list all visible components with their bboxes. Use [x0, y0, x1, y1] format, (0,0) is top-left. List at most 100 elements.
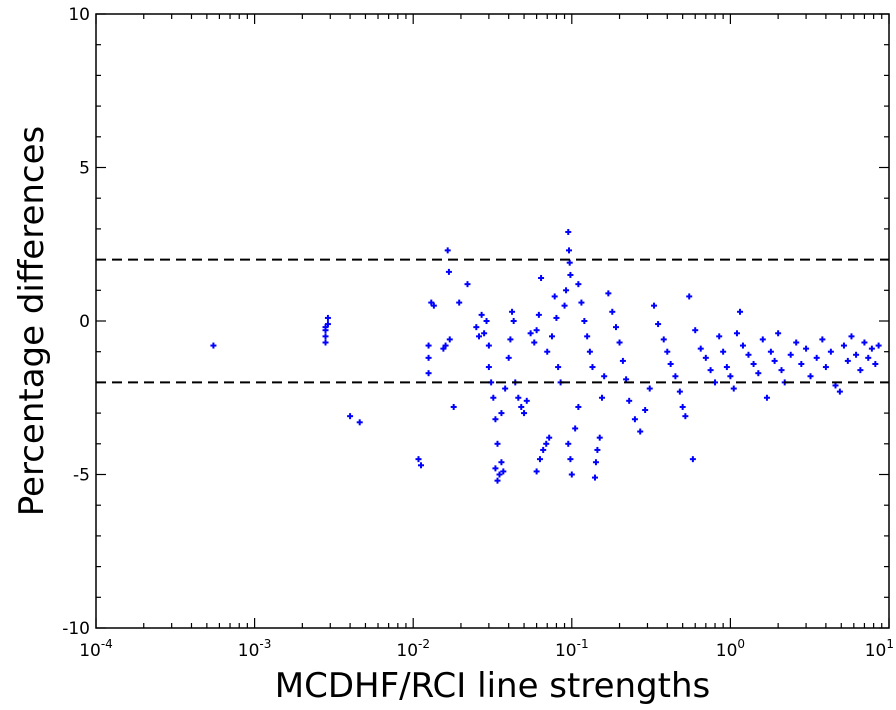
data-point — [500, 468, 507, 475]
y-tick-label: 5 — [79, 159, 90, 179]
data-point — [679, 403, 686, 410]
data-point — [464, 281, 471, 288]
data-point — [798, 360, 805, 367]
data-point — [613, 324, 620, 331]
data-point — [485, 364, 492, 371]
data-point — [531, 339, 538, 346]
data-point — [853, 351, 860, 358]
data-point — [567, 456, 574, 463]
x-tick-label: 100 — [716, 637, 745, 661]
data-point — [720, 348, 727, 355]
data-point — [418, 462, 425, 469]
data-point — [496, 471, 503, 478]
data-point — [515, 394, 522, 401]
data-point — [533, 468, 540, 475]
data-point — [775, 330, 782, 337]
data-point — [686, 293, 693, 300]
data-point — [596, 434, 603, 441]
x-tick-label: 101 — [865, 637, 894, 661]
data-point — [521, 410, 528, 417]
data-point — [739, 342, 746, 349]
data-point — [771, 357, 778, 364]
data-point — [755, 370, 762, 377]
data-point — [637, 428, 644, 435]
y-tick-label: -10 — [62, 619, 90, 639]
x-axis-title: MCDHF/RCI line strengths — [275, 666, 710, 706]
data-point — [778, 367, 785, 374]
plot-area — [95, 13, 890, 629]
data-point — [872, 360, 879, 367]
reference-lines — [96, 258, 889, 384]
data-point — [553, 314, 560, 321]
data-point — [646, 385, 653, 392]
plot-frame — [95, 13, 890, 629]
data-point — [689, 456, 696, 463]
data-point — [793, 339, 800, 346]
y-axis-title: Percentage differences — [12, 126, 52, 516]
data-point — [428, 299, 435, 306]
data-point — [616, 339, 623, 346]
data-point — [844, 357, 851, 364]
y-tick-labels: 10 5 0 -5 -10 — [62, 5, 90, 639]
data-point — [601, 373, 608, 380]
data-point — [440, 345, 447, 352]
data-point — [609, 308, 616, 315]
data-point — [425, 370, 432, 377]
y-tick-label: 10 — [68, 5, 90, 25]
data-point — [827, 348, 834, 355]
data-point — [535, 311, 542, 318]
data-point — [733, 330, 740, 337]
data-point — [485, 342, 492, 349]
data-point — [502, 385, 509, 392]
data-point — [623, 376, 630, 383]
data-point — [707, 367, 714, 374]
data-point — [875, 342, 882, 349]
data-point — [445, 268, 452, 275]
data-point — [682, 413, 689, 420]
data-point — [578, 299, 585, 306]
data-point — [651, 302, 658, 309]
data-point — [598, 394, 605, 401]
data-point — [572, 425, 579, 432]
data-point — [565, 440, 572, 447]
data-point — [543, 440, 550, 447]
data-point — [356, 419, 363, 426]
data-point — [857, 367, 864, 374]
data-point — [807, 373, 814, 380]
data-point — [581, 318, 588, 324]
data-point — [692, 327, 699, 334]
data-point — [510, 318, 517, 324]
data-point — [533, 327, 540, 334]
data-point — [655, 321, 662, 328]
data-point — [324, 314, 331, 321]
data-point — [586, 348, 593, 355]
data-point — [478, 311, 485, 318]
data-point — [631, 416, 638, 423]
data-point — [425, 342, 432, 349]
data-point — [584, 333, 591, 340]
data-point — [836, 388, 843, 395]
data-point — [565, 247, 572, 254]
data-point — [730, 385, 737, 392]
data-point — [723, 364, 730, 371]
data-point — [507, 336, 514, 343]
data-point — [494, 440, 501, 447]
data-point — [536, 456, 543, 463]
x-tick-label: 10-3 — [238, 637, 272, 661]
data-point — [492, 465, 499, 472]
data-point — [619, 357, 626, 364]
data-point — [476, 333, 483, 340]
data-point — [737, 308, 744, 315]
data-point — [498, 410, 505, 417]
data-point — [697, 345, 704, 352]
data-point — [589, 364, 596, 371]
x-tick-label: 10-1 — [555, 637, 589, 661]
x-tick-label: 10-4 — [79, 637, 113, 661]
data-point — [565, 228, 572, 235]
data-point — [527, 330, 534, 337]
data-point — [544, 348, 551, 355]
data-point — [750, 360, 757, 367]
data-point — [660, 336, 667, 343]
data-point — [787, 351, 794, 358]
